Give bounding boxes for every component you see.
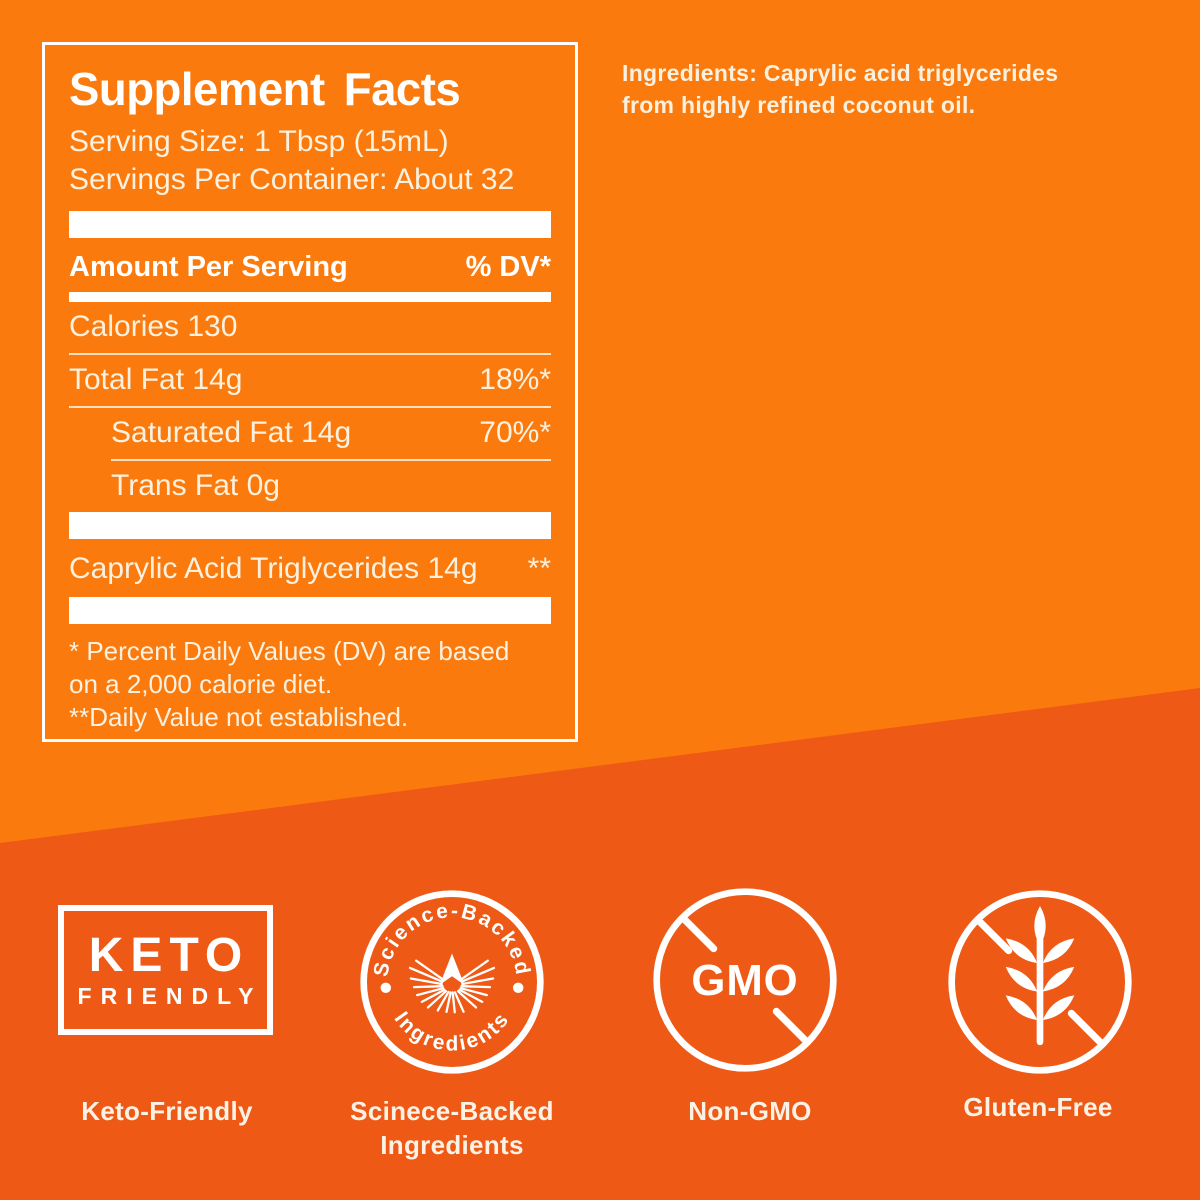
row-value: ** (527, 552, 551, 585)
row-label: Total Fat 14g (69, 363, 243, 396)
row-label: Trans Fat 0g (111, 469, 280, 502)
slash-bottom-right (1067, 1009, 1106, 1048)
keto-friendly-badge: KETO FRIENDLY (58, 905, 273, 1035)
slash-top-left (974, 916, 1013, 955)
keto-badge-word: KETO (88, 928, 250, 982)
slash-bottom-right (772, 1007, 811, 1046)
table-row-trans-fat: Trans Fat 0g (111, 461, 551, 512)
caption-line: Ingredients (380, 1130, 524, 1160)
caption-gluten-free: Gluten-Free (963, 1092, 1113, 1122)
table-row-total-fat: Total Fat 14g 18%* (69, 355, 551, 408)
serving-size: Serving Size: 1 Tbsp (15mL) (69, 125, 449, 158)
amount-header-row: Amount Per Serving % DV* (69, 251, 551, 284)
science-backed-badge-icon: Science-Backed Ingredients (360, 890, 544, 1074)
badge-ring (360, 890, 544, 1074)
supplement-facts-panel: Supplement Facts Serving Size: 1 Tbsp (1… (42, 42, 578, 742)
separator-bar-thick (69, 211, 551, 238)
badge-ring (653, 888, 837, 1072)
separator-bar-thick (69, 512, 551, 539)
panel-title: Supplement Facts (69, 63, 461, 115)
caption-non-gmo: Non-GMO (688, 1096, 812, 1126)
footnote-line: * Percent Daily Values (DV) are based (69, 636, 510, 666)
footnotes: * Percent Daily Values (DV) are based on… (69, 635, 551, 734)
starburst-peak (439, 953, 465, 985)
dv-header: % DV* (465, 251, 551, 283)
ingredients-text: Ingredients: Caprylic acid triglycerides… (622, 57, 1102, 121)
caption-science-backed: Scinece-Backed Ingredients (350, 1094, 554, 1162)
ingredients-line: Ingredients: Caprylic acid triglycerides (622, 60, 1059, 86)
amount-per-serving-header: Amount Per Serving (69, 251, 348, 283)
keto-badge-word: FRIENDLY (77, 982, 263, 1009)
caption-line: Scinece-Backed (350, 1096, 554, 1126)
arc-dot-left (380, 982, 392, 994)
ingredients-line: from highly refined coconut oil. (622, 92, 976, 118)
gluten-free-badge-icon (948, 890, 1132, 1074)
row-value: 70%* (479, 416, 551, 449)
gmo-text: GMO (691, 956, 798, 1005)
non-gmo-badge-icon: GMO (653, 888, 837, 1072)
servings-per-container: Servings Per Container: About 32 (69, 163, 515, 196)
row-label: Caprylic Acid Triglycerides 14g (69, 552, 478, 585)
svg-text:Ingredients: Ingredients (390, 1007, 515, 1055)
starburst-icon (408, 959, 496, 1014)
table-row-saturated-fat: Saturated Fat 14g 70%* (111, 408, 551, 461)
table-row-caprylic: Caprylic Acid Triglycerides 14g ** (69, 539, 551, 597)
arc-dot-right (512, 982, 524, 994)
row-label: Calories 130 (69, 310, 238, 343)
table-row-calories: Calories 130 (69, 302, 551, 355)
row-value: 18%* (479, 363, 551, 396)
slash-top-left (679, 914, 718, 953)
wheat-icon (1002, 906, 1078, 1046)
separator-bar-thick (69, 597, 551, 624)
footnote-line: on a 2,000 calorie diet. (69, 669, 333, 699)
badge-ring (948, 890, 1132, 1074)
separator-bar-thin (69, 292, 551, 302)
row-label: Saturated Fat 14g (111, 416, 352, 449)
arc-text-bottom: Ingredients (390, 1007, 512, 1055)
caption-keto-friendly: Keto-Friendly (81, 1096, 253, 1126)
footnote-line: **Daily Value not established. (69, 702, 409, 732)
